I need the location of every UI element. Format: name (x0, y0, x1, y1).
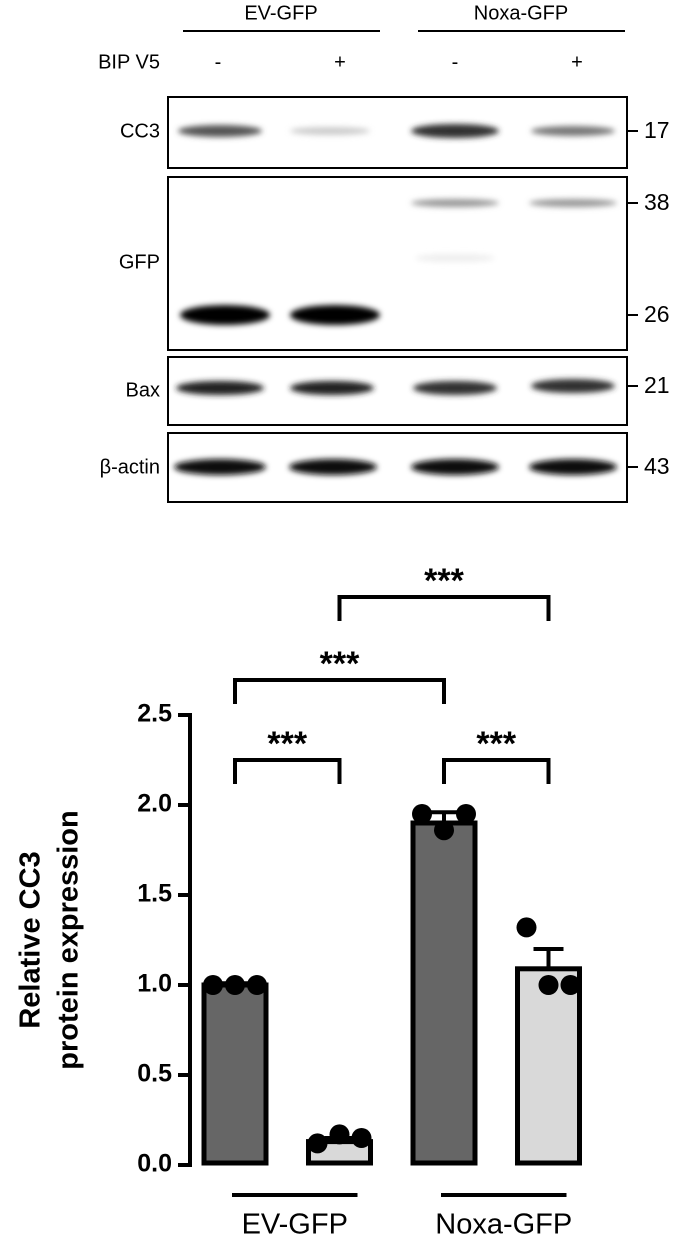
data-point (247, 975, 267, 995)
row-label: GFP (119, 251, 160, 273)
y-axis-label: protein expression (53, 810, 85, 1069)
group-label: Noxa-GFP (474, 2, 568, 24)
group-label: EV-GFP (244, 2, 317, 24)
mw-marker: 26 (644, 301, 670, 327)
bar (201, 982, 269, 1166)
data-point (225, 975, 245, 995)
row-label: CC3 (120, 120, 160, 142)
row-label: Bax (126, 379, 160, 401)
significance-label: *** (267, 725, 307, 763)
data-point (434, 820, 454, 841)
significance-label: *** (320, 645, 360, 683)
data-point (307, 1133, 328, 1154)
bands (174, 124, 617, 475)
blot-panels (167, 96, 628, 503)
marker-ticks (627, 130, 638, 468)
data-point (329, 1124, 350, 1145)
significance-label: *** (476, 725, 516, 763)
significance-bracket (442, 758, 551, 784)
mw-marker: 17 (644, 117, 670, 143)
group-label: EV-GFP (242, 1209, 348, 1241)
data-point (203, 975, 223, 995)
bar (515, 966, 582, 1166)
group-label: Noxa-GFP (435, 1209, 572, 1241)
bar (410, 820, 478, 1166)
mw-marker: 43 (644, 453, 670, 479)
significance-bracket (233, 758, 342, 784)
treatment-sign: + (334, 51, 346, 73)
data-point (456, 804, 476, 824)
significance-label: *** (424, 562, 464, 600)
y-tick-label: 1.5 (137, 880, 172, 908)
mw-marker: 21 (644, 372, 670, 398)
error-bar (533, 947, 564, 969)
y-tick-label: 2.0 (137, 790, 172, 818)
row-label: β-actin (100, 456, 160, 478)
data-point (516, 917, 537, 938)
treatment-sign: - (452, 51, 459, 73)
significance-bracket (337, 595, 551, 621)
treatment-sign: - (215, 51, 222, 73)
y-tick-label: 2.5 (137, 700, 172, 728)
treatment-sign: + (571, 51, 583, 73)
y-axis-label: Relative CC3 (15, 851, 47, 1028)
data-point (351, 1128, 372, 1148)
data-point (412, 804, 432, 824)
y-tick-label: 0.5 (137, 1060, 172, 1088)
significance-bracket (233, 678, 446, 704)
y-tick-label: 1.0 (137, 970, 172, 998)
data-point (538, 975, 559, 995)
treatment-label: BIP V5 (98, 51, 160, 73)
mw-marker: 38 (644, 189, 670, 215)
y-tick-label: 0.0 (137, 1150, 172, 1178)
data-point (560, 975, 581, 995)
